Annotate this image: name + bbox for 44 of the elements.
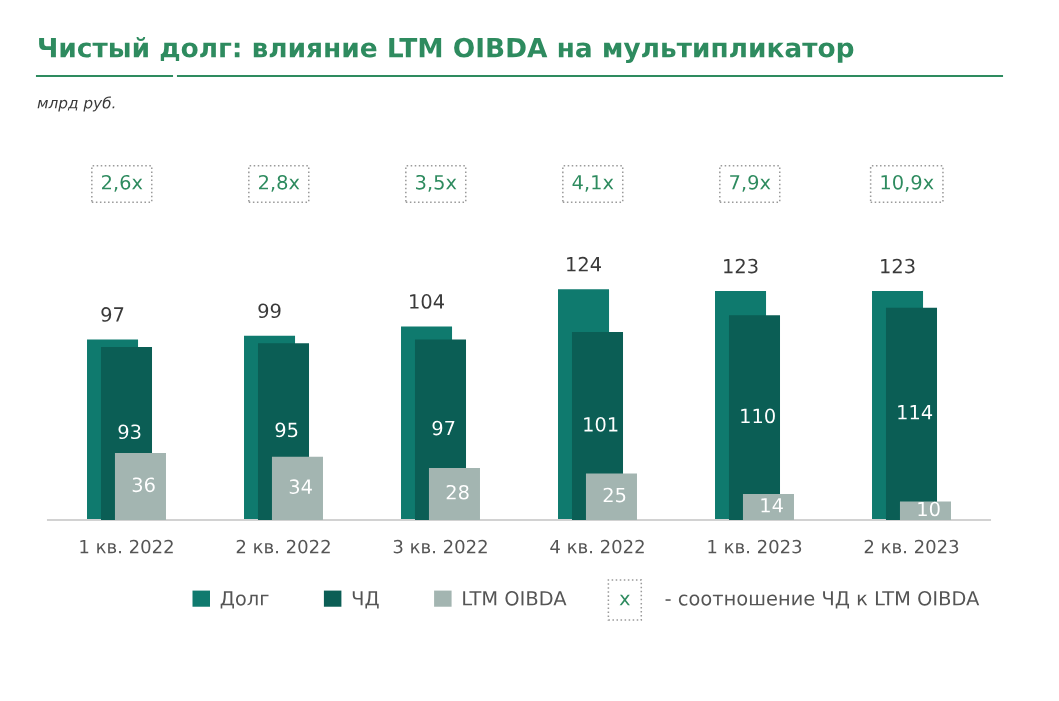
data-label: 114 <box>898 405 933 420</box>
text: x <box>619 594 630 606</box>
data-label: 97 <box>101 307 124 322</box>
text: 4,1x <box>572 175 614 192</box>
text: 7,9x <box>730 174 771 192</box>
bar <box>885 307 938 520</box>
data-label: 28 <box>446 484 469 500</box>
text: 3,5x <box>416 174 457 192</box>
data-label: 124 <box>567 256 601 272</box>
bar <box>271 456 323 520</box>
text: млрд руб. <box>37 96 115 112</box>
data-label: 95 <box>275 422 298 438</box>
data-label: 34 <box>289 479 312 494</box>
x-tick-label: 1 кв. 2023 <box>708 539 802 554</box>
data-label: 93 <box>118 424 141 440</box>
x-tick-label: 4 кв. 2022 <box>550 539 644 554</box>
legend-label: ЧД <box>352 591 379 609</box>
text: 2,6x <box>102 174 143 192</box>
data-label: 25 <box>603 487 626 503</box>
x-tick-label: 2 кв. 2023 <box>864 539 959 554</box>
data-label: 36 <box>132 477 155 493</box>
data-label: 99 <box>258 303 281 319</box>
x-tick-label: 1 кв. 2022 <box>80 539 173 554</box>
x-tick-label: 2 кв. 2022 <box>236 539 330 554</box>
data-label: 10 <box>918 501 940 517</box>
legend-label: Долг <box>220 591 269 609</box>
bar <box>428 467 480 520</box>
text: - соотношение ЧД к LTM OIBDA <box>665 590 980 609</box>
bar <box>899 501 951 520</box>
data-label: 104 <box>410 294 444 309</box>
data-label: 123 <box>724 258 758 274</box>
legend-label: LTM OIBDA <box>463 590 567 606</box>
data-label: 123 <box>881 258 915 274</box>
data-label: 14 <box>761 498 783 513</box>
bar <box>114 453 166 520</box>
text: 10,9x <box>881 174 934 192</box>
data-label: 101 <box>584 416 618 432</box>
bar <box>585 473 637 520</box>
x-tick-label: 3 кв. 2022 <box>393 539 487 554</box>
chart-title: Чистый долг: влияние LTM OIBDA на мультипликатор <box>39 37 854 63</box>
data-label: 97 <box>432 420 455 436</box>
text: 2,8x <box>259 174 300 192</box>
data-label: 110 <box>741 408 775 424</box>
bar <box>742 493 794 520</box>
